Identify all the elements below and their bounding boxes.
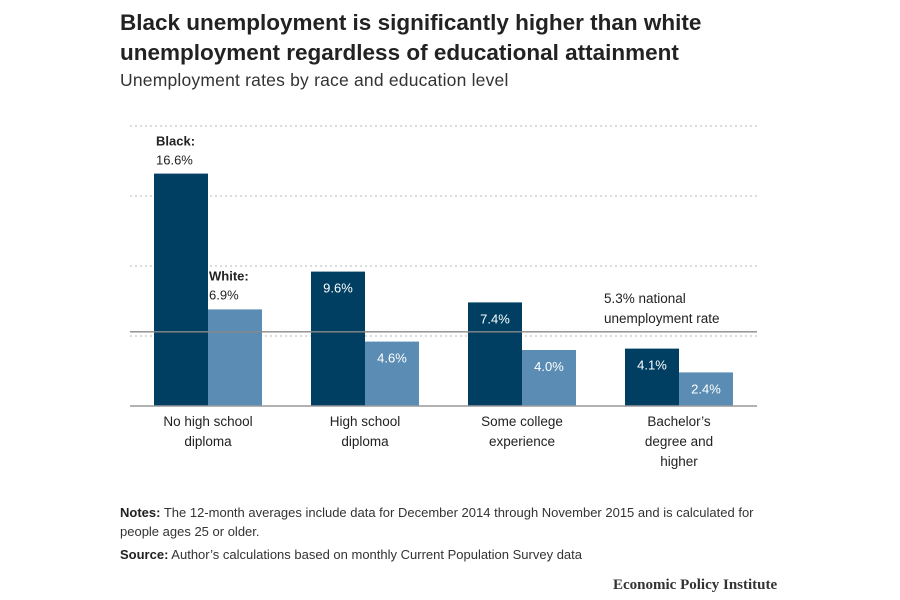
notes-label: Notes: (120, 505, 161, 520)
legend-black-label: Black: (156, 134, 195, 149)
data-label: 6.9% (209, 287, 239, 302)
data-label: 4.1% (637, 358, 667, 373)
category-label: diploma (341, 434, 389, 449)
data-label: 4.6% (377, 351, 407, 366)
data-label: 2.4% (691, 381, 721, 396)
legend-white-label: White: (209, 268, 249, 283)
data-label: 9.6% (323, 281, 353, 296)
bar-white (522, 350, 576, 406)
bar-black (625, 348, 679, 406)
category-label: High school (330, 414, 401, 429)
source-label: Source: (120, 547, 169, 562)
bar-black (468, 302, 522, 406)
category-label: No high school (163, 414, 252, 429)
bar-white (679, 372, 733, 406)
chart-title: Black unemployment is significantly high… (120, 10, 702, 65)
category-label: Bachelor’s (647, 414, 711, 429)
reference-line-label: unemployment rate (604, 311, 720, 326)
category-label: Some college (481, 414, 563, 429)
source-text: Author’s calculations based on monthly C… (168, 547, 583, 562)
reference-line-label: 5.3% national (604, 291, 686, 306)
category-label: higher (660, 454, 698, 469)
bar-white (208, 309, 262, 406)
bar-black (311, 271, 365, 406)
bar-white (365, 341, 419, 406)
data-label: 7.4% (480, 311, 510, 326)
data-label: 16.6% (156, 153, 193, 168)
bar-black (154, 173, 208, 406)
chart-subtitle: Unemployment rates by race and education… (120, 70, 509, 90)
category-label: degree and (645, 434, 713, 449)
notes-text: The 12-month averages include data for D… (120, 505, 754, 539)
bar-chart: No high school diploma High school diploma S… (130, 125, 757, 469)
epi-logo: Economic Policy Institute (613, 577, 778, 593)
category-label: diploma (184, 434, 232, 449)
category-label: experience (489, 434, 555, 449)
notes: Notes: The 12-month averages include dat… (120, 503, 760, 541)
source: Source: Author’s calculations based on m… (120, 547, 582, 562)
data-label: 4.0% (534, 359, 564, 374)
